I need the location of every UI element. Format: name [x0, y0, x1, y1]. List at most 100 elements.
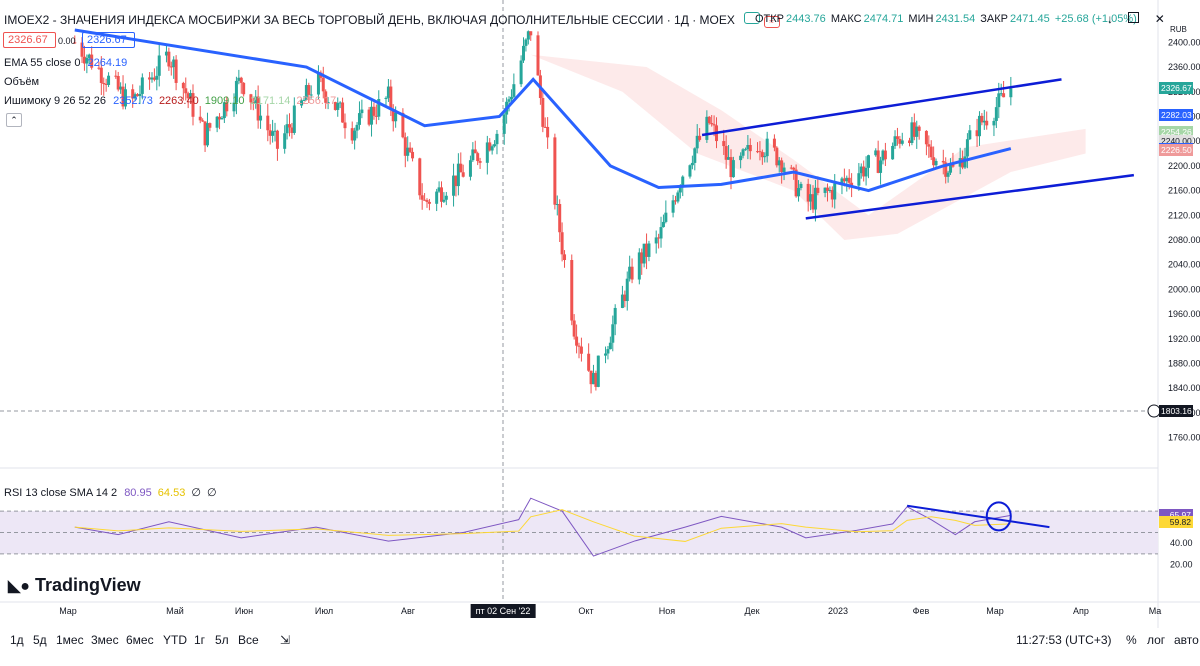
candle-body	[80, 42, 84, 57]
candle-body	[570, 260, 574, 321]
timeframe-1d[interactable]: 1д	[10, 633, 24, 647]
candle-body	[473, 149, 477, 154]
sell-button[interactable]: 2326.67	[3, 32, 56, 48]
candle-body	[476, 153, 480, 162]
candle-body	[563, 254, 567, 261]
price-axis-label: 2400.00	[1168, 37, 1200, 47]
clock[interactable]: 11:27:53 (UTC+3)	[1016, 633, 1112, 647]
candle-body	[799, 183, 803, 189]
candle-body	[309, 94, 313, 96]
candle-body	[333, 102, 337, 110]
timeframe-1y[interactable]: 1г	[194, 633, 206, 647]
time-axis-label: 2023	[827, 606, 849, 616]
candle-body	[490, 146, 494, 151]
candle-body	[910, 122, 914, 143]
candle-body	[560, 232, 564, 255]
price-axis-label: 2360.00	[1168, 62, 1200, 72]
candle-body	[589, 370, 593, 385]
candle-body	[674, 200, 677, 202]
candle-body	[985, 120, 989, 126]
collapse-legend-icon[interactable]: ⌃	[6, 113, 22, 127]
time-axis-label: Окт	[578, 606, 594, 616]
candle-body	[724, 146, 728, 160]
percent-toggle[interactable]: %	[1126, 633, 1137, 647]
candle-body	[850, 182, 854, 186]
candle-body	[377, 99, 381, 117]
candle-body	[509, 96, 513, 100]
candle-body	[874, 150, 878, 156]
candle-body	[273, 130, 277, 132]
candle-body	[507, 99, 511, 102]
candle-body	[816, 187, 820, 193]
rsi-legend[interactable]: RSI 13 close SMA 14 2 80.95 64.53 ∅ ∅	[4, 487, 217, 499]
candle-body	[502, 114, 506, 134]
log-toggle[interactable]: лог	[1147, 633, 1166, 647]
timeframe-3m[interactable]: 3мес	[91, 633, 119, 647]
rsi-sma-line	[74, 509, 1011, 542]
candle-body	[611, 324, 615, 343]
candle-body	[427, 201, 431, 204]
buy-button[interactable]: 2326.67	[82, 32, 135, 48]
price-axis-label: 2080.00	[1168, 235, 1200, 245]
candle-body	[992, 120, 996, 126]
candle-body	[756, 151, 760, 153]
candle-body	[338, 102, 342, 104]
ichimoku-legend[interactable]: Ишимоку 9 26 52 26 2352.73 2263.40 1909.…	[4, 95, 337, 107]
candle-body	[237, 77, 241, 81]
candle-body	[271, 131, 275, 136]
chart-canvas[interactable]: 2400.002360.002320.002280.002240.002200.…	[0, 0, 1200, 628]
date-range-icon[interactable]: ⇲	[280, 633, 291, 647]
candle-body	[555, 204, 559, 206]
price-axis-label: 1840.00	[1168, 383, 1200, 393]
timeframe-5d[interactable]: 5д	[33, 633, 47, 647]
candle-body	[647, 243, 651, 257]
timeframe-ytd[interactable]: YTD	[163, 633, 187, 647]
close-icon[interactable]: ✕	[1154, 12, 1165, 26]
candle-body	[678, 187, 682, 193]
candle-body	[847, 177, 851, 183]
timeframe-1m[interactable]: 1мес	[56, 633, 84, 647]
volume-legend[interactable]: Объём	[4, 76, 40, 88]
candle-body	[630, 266, 634, 280]
timeframe-5y[interactable]: 5л	[215, 633, 229, 647]
trendline	[701, 78, 1062, 137]
candle-body	[628, 266, 632, 279]
candle-body	[437, 187, 441, 192]
candle-body	[840, 178, 844, 184]
timeframe-6m[interactable]: 6мес	[126, 633, 154, 647]
auto-toggle[interactable]: авто	[1174, 633, 1199, 647]
restore-icon[interactable]	[1128, 12, 1140, 23]
candle-body	[994, 107, 998, 121]
candle-body	[946, 172, 950, 177]
rsi-tag: 59.82	[1159, 515, 1193, 528]
candle-body	[116, 76, 120, 90]
ohlc-values: ОТКР 2443.76 МАКС 2474.71 МИН 2431.54 ЗАКР 2…	[755, 13, 1137, 25]
candle-body	[659, 227, 663, 239]
candle-body	[181, 82, 185, 89]
arrow-down-icon[interactable]: ↓	[1107, 12, 1113, 26]
candle-body	[681, 176, 685, 188]
candle-body	[102, 83, 106, 85]
candle-body	[806, 183, 810, 202]
candle-body	[879, 160, 883, 173]
price-axis-label: 2120.00	[1168, 210, 1200, 220]
candle-body	[406, 147, 410, 156]
ema-legend[interactable]: EMA 55 close 0 2264.19	[4, 57, 128, 69]
candle-body	[825, 187, 829, 191]
price-tag: 1803.16	[1159, 404, 1193, 417]
candle-body	[917, 126, 921, 131]
candle-body	[403, 137, 407, 156]
candle-body	[251, 102, 255, 104]
candle-body	[341, 102, 345, 123]
compare-icon[interactable]: ≈	[763, 16, 780, 28]
hide-legend-icon[interactable]	[744, 12, 761, 24]
candle-body	[232, 102, 236, 112]
timeframe-all[interactable]: Все	[238, 633, 259, 647]
price-axis-label: 1920.00	[1168, 334, 1200, 344]
price-axis-label: 2040.00	[1168, 260, 1200, 270]
candle-body	[391, 109, 395, 122]
candle-body	[698, 135, 702, 140]
rsi-circle-annotation	[985, 501, 1012, 532]
candle-body	[85, 57, 89, 64]
candle-body	[148, 77, 152, 80]
